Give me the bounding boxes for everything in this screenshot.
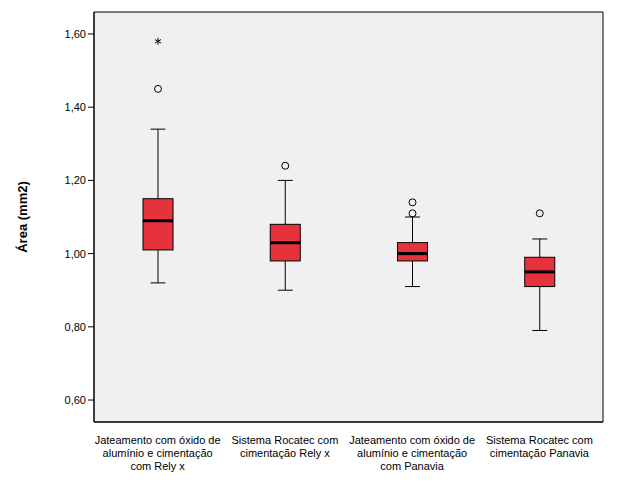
svg-text:1,40: 1,40 bbox=[65, 101, 86, 113]
svg-text:cimentação Rely x: cimentação Rely x bbox=[240, 447, 330, 459]
svg-text:Jateamento com óxido de: Jateamento com óxido de bbox=[95, 434, 221, 446]
svg-text:Sistema Rocatec com: Sistema Rocatec com bbox=[486, 434, 593, 446]
svg-text:Jateamento com óxido de: Jateamento com óxido de bbox=[349, 434, 475, 446]
svg-text:1,20: 1,20 bbox=[65, 174, 86, 186]
svg-text:1,60: 1,60 bbox=[65, 28, 86, 40]
svg-text:alumínio e cimentação: alumínio e cimentação bbox=[103, 447, 213, 459]
svg-text:cimentação Panavia: cimentação Panavia bbox=[490, 447, 590, 459]
svg-text:alumínio e cimentação: alumínio e cimentação bbox=[357, 447, 467, 459]
svg-text:0,80: 0,80 bbox=[65, 321, 86, 333]
svg-text:0,60: 0,60 bbox=[65, 394, 86, 406]
svg-text:1,00: 1,00 bbox=[65, 248, 86, 260]
svg-text:com Rely x: com Rely x bbox=[130, 460, 185, 472]
svg-text:Área (mm2): Área (mm2) bbox=[15, 181, 30, 253]
svg-text:Sistema Rocatec com: Sistema Rocatec com bbox=[231, 434, 338, 446]
svg-text:com Panavia: com Panavia bbox=[380, 460, 444, 472]
